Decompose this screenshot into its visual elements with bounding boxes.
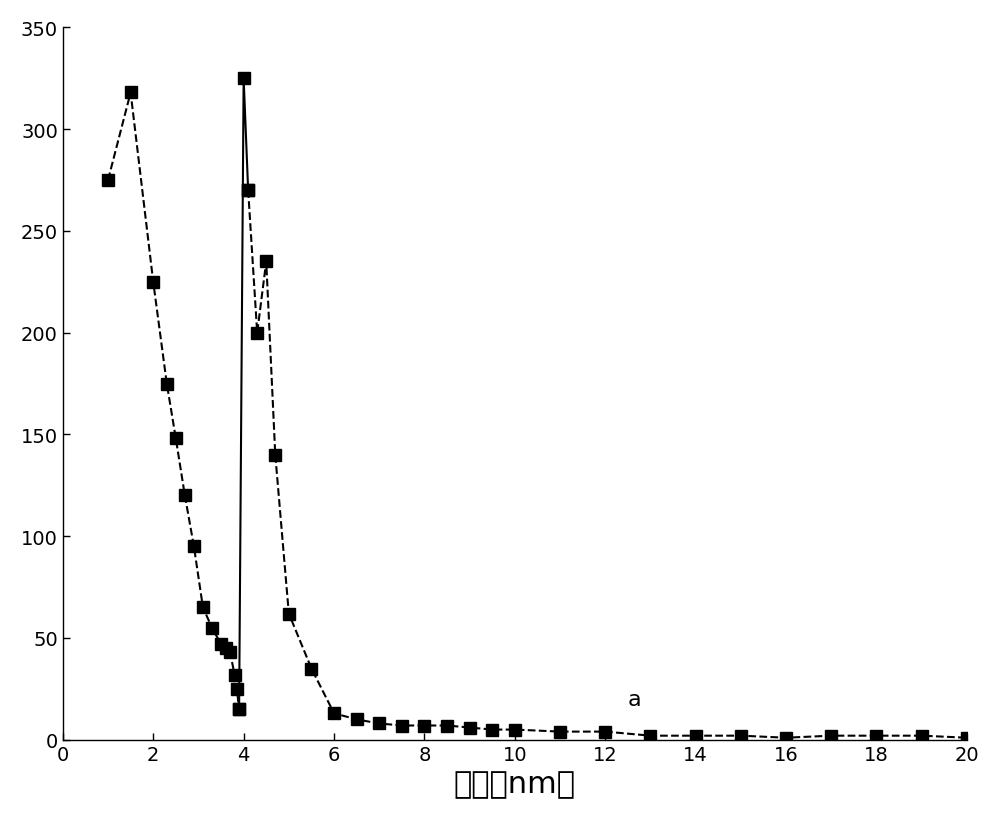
X-axis label: 孔径（nm）: 孔径（nm） bbox=[454, 769, 576, 799]
Text: a: a bbox=[628, 690, 641, 709]
